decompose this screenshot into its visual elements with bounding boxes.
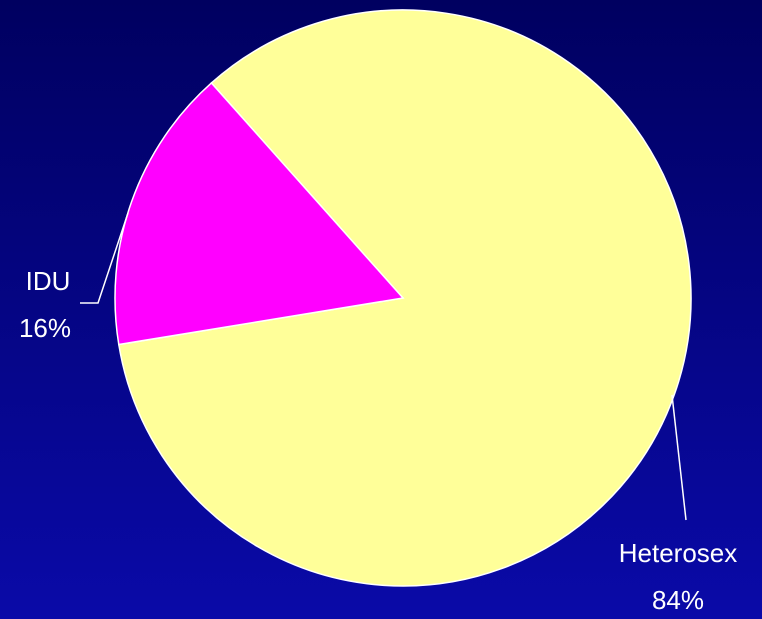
- pie-slice: [117, 9, 692, 587]
- leader-line: [80, 212, 129, 304]
- slice-label: IDU: [26, 266, 71, 296]
- slice-label: Heterosex: [619, 538, 738, 568]
- pie: [114, 9, 692, 587]
- pie-slice: [114, 81, 405, 346]
- leader-line: [671, 394, 687, 521]
- slice-value: 16%: [19, 313, 71, 343]
- slice-value: 84%: [652, 585, 704, 615]
